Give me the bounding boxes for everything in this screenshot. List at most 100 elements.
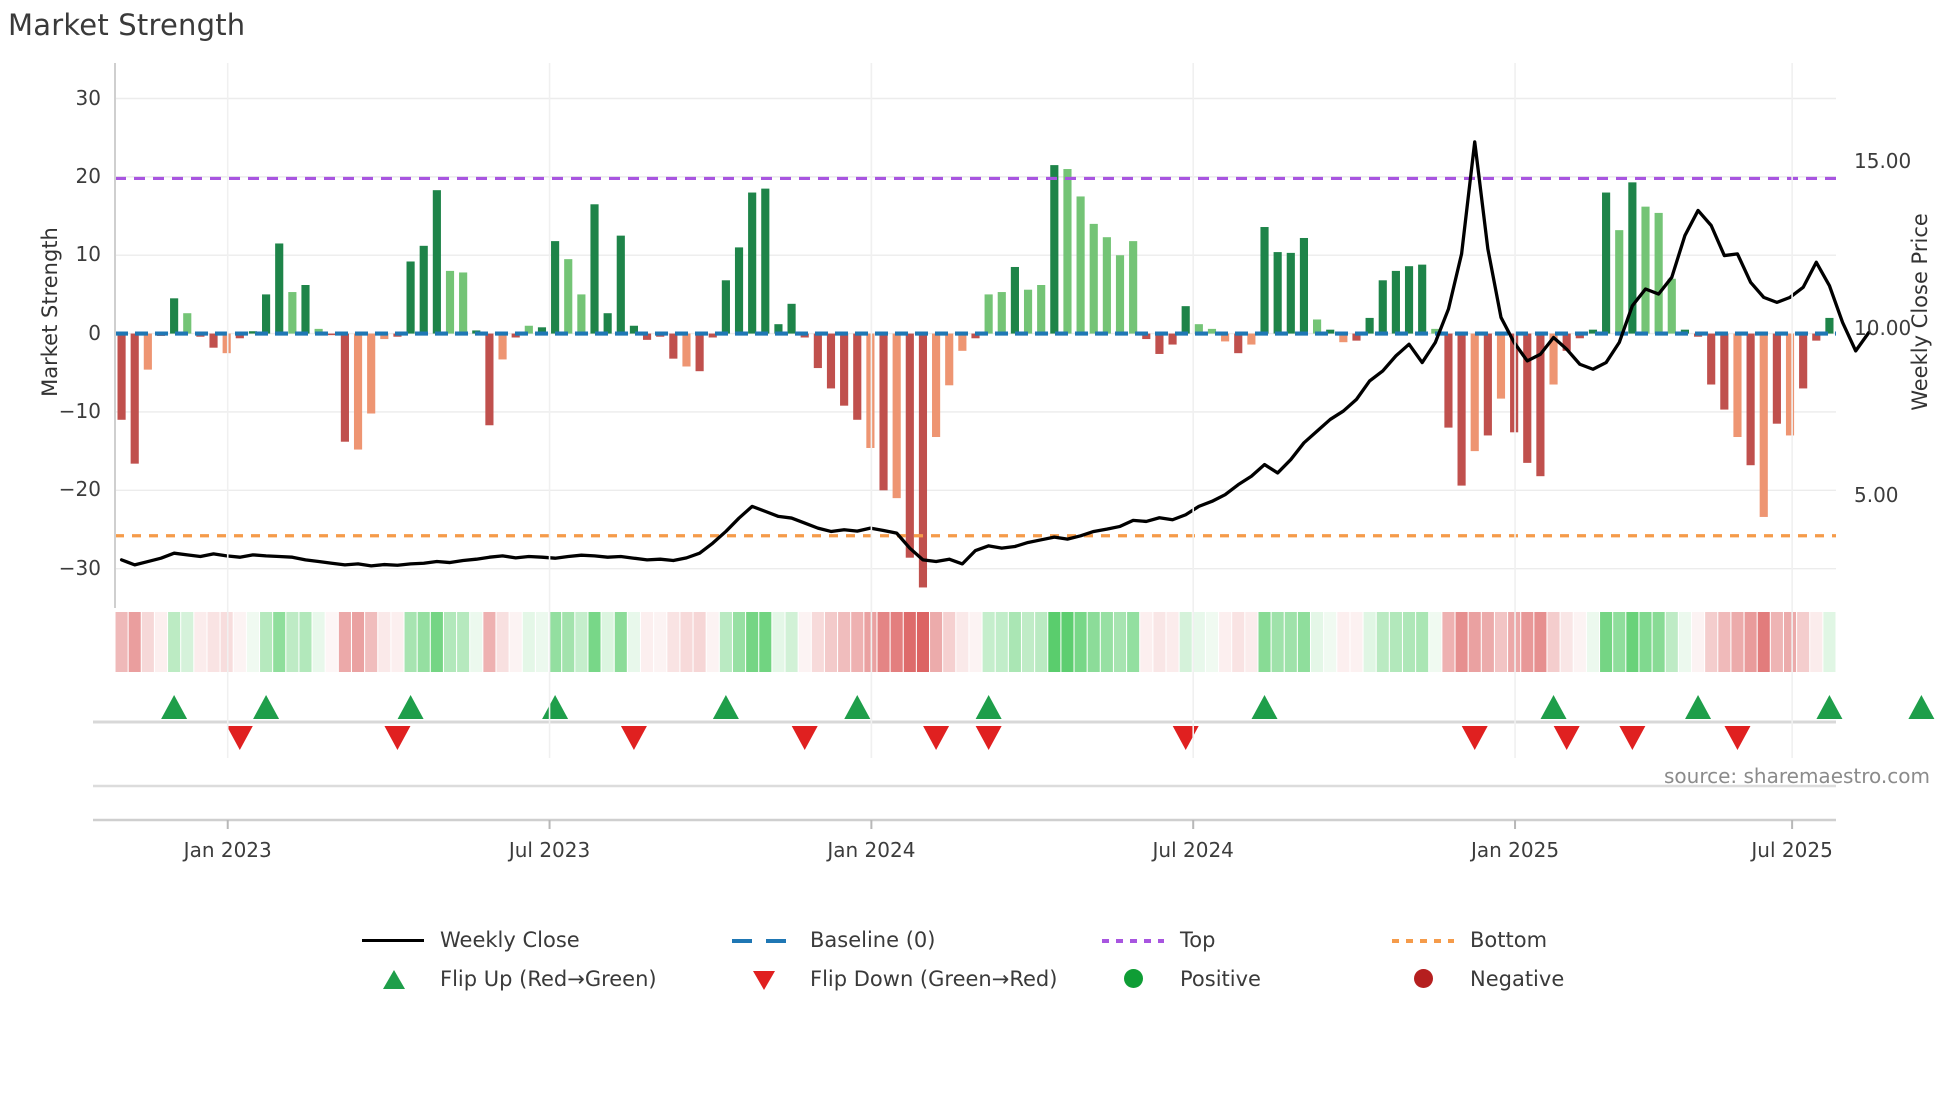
legend-item[interactable]: Baseline (0) [730, 928, 1100, 952]
heatmap-cell [1219, 612, 1232, 672]
heatmap-cell [824, 612, 838, 672]
heatmap-cell [128, 612, 141, 672]
legend-item[interactable]: Flip Down (Green→Red) [730, 967, 1100, 991]
strength-bar [459, 272, 468, 334]
legend-item[interactable]: Weekly Close [360, 928, 730, 952]
strength-bar [1496, 333, 1506, 399]
page-title: Market Strength [8, 8, 246, 42]
heatmap-cell [1192, 612, 1205, 672]
strength-bar [629, 325, 639, 334]
heatmap-cell [877, 612, 890, 672]
heatmap-cell [575, 612, 588, 672]
strength-bar [551, 241, 560, 334]
heatmap-cell [1534, 612, 1547, 672]
strength-bar [1102, 237, 1111, 334]
x-axis-tick-label: Jan 2023 [183, 838, 272, 862]
strength-bar [1602, 192, 1611, 334]
legend-item[interactable]: Flip Up (Red→Green) [360, 967, 730, 991]
legend-label: Negative [1470, 966, 1565, 991]
heatmap-cell [1166, 612, 1179, 672]
heatmap-cell [627, 612, 640, 672]
heatmap-cell [1626, 612, 1639, 672]
legend-label: Flip Up (Red→Green) [440, 966, 657, 991]
heatmap-cell [562, 612, 575, 672]
legend-item[interactable]: Positive [1100, 967, 1390, 991]
triangle-down-icon-glyph [753, 970, 775, 990]
strength-bar [314, 328, 323, 334]
strength-bar [1615, 230, 1624, 334]
heatmap-cell [194, 612, 207, 672]
y-axis-left-tick-label: 10 [75, 242, 101, 267]
legend-label: Baseline (0) [810, 927, 936, 952]
heatmap-cell [1613, 612, 1626, 672]
flip-up-marker [844, 695, 871, 719]
flip-down-marker [1172, 726, 1199, 750]
strength-bar [170, 298, 179, 334]
chart-legend: Weekly Close Baseline (0) Top Bottom Flip Up… [360, 920, 1680, 998]
strength-bar [616, 235, 625, 334]
strength-bar [984, 294, 993, 334]
strength-bar [826, 333, 836, 389]
heatmap-cell [299, 612, 312, 672]
dashed-line-icon-glyph [732, 938, 794, 943]
strength-bar [353, 333, 363, 450]
strength-bar [1628, 182, 1637, 334]
strength-bar [1457, 333, 1466, 486]
strength-bar [1326, 329, 1335, 334]
strength-bar [1155, 333, 1164, 354]
strength-bar [183, 313, 192, 334]
heatmap-cell [1665, 612, 1678, 672]
strength-bar [774, 324, 783, 334]
legend-item[interactable]: Top [1100, 928, 1390, 952]
strength-bar [117, 333, 126, 420]
strength-bar [1431, 328, 1440, 334]
heatmap-cell [1652, 612, 1665, 672]
heatmap-cell [1757, 612, 1770, 672]
strength-bar [1221, 333, 1230, 342]
strength-bar [1142, 333, 1151, 340]
heatmap-cell [864, 612, 877, 672]
strength-bar [1260, 227, 1269, 334]
strength-bar [1562, 333, 1571, 351]
strength-bar [1207, 328, 1217, 334]
heatmap-cell [614, 612, 627, 672]
strength-bar [787, 303, 796, 334]
heatmap-cell [1797, 612, 1810, 672]
legend-item[interactable]: Negative [1390, 967, 1680, 991]
heatmap-cell [1100, 612, 1113, 672]
strength-bar [1641, 206, 1650, 334]
flip-down-marker [1619, 726, 1646, 750]
heatmap-cell [969, 612, 982, 672]
heatmap-cell [890, 612, 903, 672]
legend-label: Positive [1180, 966, 1261, 991]
heatmap-cell [1061, 612, 1074, 672]
heatmap-cell [312, 612, 325, 672]
flip-down-marker [923, 726, 950, 750]
strength-bar [248, 331, 258, 334]
strength-bar [840, 333, 849, 406]
heatmap-cell [1810, 612, 1823, 672]
heatmap-cell [1639, 612, 1652, 672]
strength-bar [1037, 285, 1046, 334]
heatmap-cell [1153, 612, 1166, 672]
strength-bar [485, 333, 494, 426]
strength-bar [1312, 319, 1322, 334]
heatmap-cell [1363, 612, 1376, 672]
legend-item[interactable]: Bottom [1390, 928, 1680, 952]
heatmap-cell [325, 612, 338, 672]
y-axis-right-tick-label: 10.00 [1854, 316, 1912, 341]
flip-up-marker [1908, 695, 1935, 719]
heatmap-cell [680, 612, 693, 672]
strength-bar [537, 327, 547, 334]
heatmap-cell [1692, 612, 1705, 672]
heatmap-cell [207, 612, 220, 672]
dotted-line-icon [1100, 929, 1166, 951]
heatmap-cell [1600, 612, 1613, 672]
strength-bar [1234, 333, 1243, 354]
flip-up-marker [1685, 695, 1712, 719]
strength-bar [209, 333, 218, 348]
flip-down-marker [226, 726, 253, 750]
heatmap-cell [1048, 612, 1061, 672]
heatmap-cell [641, 612, 654, 672]
dashed-line-icon [730, 929, 796, 951]
